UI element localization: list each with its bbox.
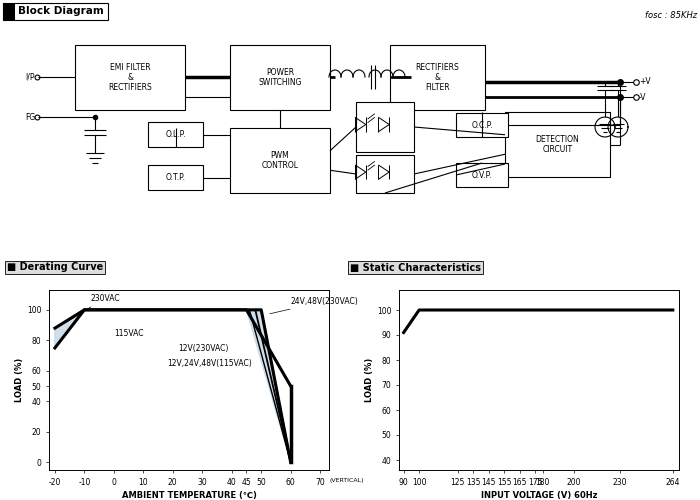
Bar <box>230 45 330 110</box>
Text: POWER
SWITCHING: POWER SWITCHING <box>258 68 302 87</box>
Text: PWM
CONTROL: PWM CONTROL <box>262 151 298 170</box>
Text: 24V,48V(230VAC): 24V,48V(230VAC) <box>270 296 358 314</box>
Bar <box>148 122 203 147</box>
Bar <box>356 102 414 152</box>
Text: ■ Static Characteristics: ■ Static Characteristics <box>350 262 481 272</box>
Bar <box>3 3 108 20</box>
Text: 12V,24V,48V(115VAC): 12V,24V,48V(115VAC) <box>167 360 251 368</box>
Y-axis label: LOAD (%): LOAD (%) <box>15 358 24 402</box>
Text: O.C.P.: O.C.P. <box>471 120 493 130</box>
Bar <box>148 165 203 190</box>
Text: fosc : 85KHz: fosc : 85KHz <box>645 11 697 20</box>
Bar <box>505 112 610 177</box>
Polygon shape <box>55 310 290 462</box>
Text: RECTIFIERS
&
FILTER: RECTIFIERS & FILTER <box>416 62 459 92</box>
X-axis label: INPUT VOLTAGE (V) 60Hz: INPUT VOLTAGE (V) 60Hz <box>481 491 597 500</box>
Bar <box>390 45 485 110</box>
Text: -V: -V <box>639 92 647 102</box>
Text: O.V.P.: O.V.P. <box>472 170 492 179</box>
Text: O.L.P.: O.L.P. <box>165 130 186 139</box>
X-axis label: AMBIENT TEMPERATURE (℃): AMBIENT TEMPERATURE (℃) <box>122 491 256 500</box>
Text: 12V(230VAC): 12V(230VAC) <box>178 344 229 353</box>
Text: Block Diagram: Block Diagram <box>18 6 104 16</box>
Bar <box>356 155 414 193</box>
Text: EMI FILTER
&
RECTIFIERS: EMI FILTER & RECTIFIERS <box>108 62 152 92</box>
Text: O.T.P.: O.T.P. <box>165 173 186 182</box>
Bar <box>3 3 15 20</box>
Text: 115VAC: 115VAC <box>114 329 144 338</box>
Bar <box>456 113 508 137</box>
Text: (VERTICAL): (VERTICAL) <box>329 478 363 483</box>
Y-axis label: LOAD (%): LOAD (%) <box>365 358 374 402</box>
Text: ■ Derating Curve: ■ Derating Curve <box>7 262 104 272</box>
Text: FG: FG <box>25 112 35 122</box>
Bar <box>75 45 185 110</box>
Text: +V: +V <box>639 78 650 86</box>
Bar <box>230 128 330 193</box>
Text: I/P: I/P <box>25 72 35 82</box>
Text: 230VAC: 230VAC <box>66 294 120 322</box>
Text: DETECTION
CIRCUIT: DETECTION CIRCUIT <box>536 135 580 154</box>
Bar <box>456 163 508 187</box>
